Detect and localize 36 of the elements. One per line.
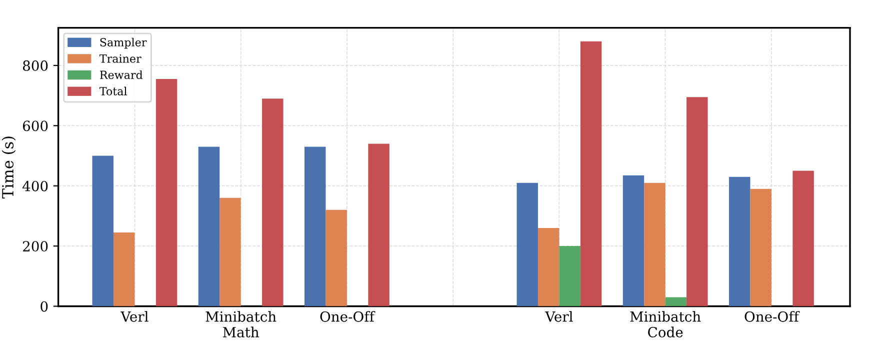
bar bbox=[538, 228, 560, 306]
y-tick-label: 400 bbox=[22, 180, 48, 192]
y-tick-label: 600 bbox=[22, 120, 48, 132]
y-tick-label: 800 bbox=[22, 60, 48, 71]
x-tick-label: Minibatch Code bbox=[630, 311, 701, 338]
legend-label: Trainer bbox=[100, 54, 142, 63]
bar bbox=[750, 188, 772, 306]
bar bbox=[368, 144, 390, 306]
bar bbox=[304, 146, 326, 306]
bar bbox=[198, 146, 220, 306]
y-tick-label: 0 bbox=[40, 301, 48, 312]
bar bbox=[326, 210, 347, 306]
x-tick-label: Minibatch Math bbox=[206, 311, 276, 338]
bar bbox=[686, 97, 708, 306]
legend-label: Sampler bbox=[100, 38, 147, 49]
bar bbox=[622, 175, 644, 306]
legend-label: Total bbox=[100, 86, 127, 96]
x-tick-label: Verl bbox=[545, 311, 573, 322]
x-tick-label: One-Off bbox=[744, 311, 800, 322]
bar bbox=[156, 79, 178, 306]
bar bbox=[262, 98, 284, 306]
x-tick-label: Verl bbox=[120, 311, 148, 322]
bar bbox=[792, 170, 814, 306]
bar bbox=[644, 182, 666, 306]
y-tick-label: 200 bbox=[23, 241, 48, 252]
x-tick-label: One-Off bbox=[320, 311, 376, 322]
bar bbox=[92, 156, 114, 306]
bar bbox=[665, 297, 687, 306]
bar bbox=[580, 41, 602, 306]
bar bbox=[729, 176, 750, 306]
y-axis-title: Time (s) bbox=[2, 136, 16, 198]
bar bbox=[559, 246, 580, 306]
bar bbox=[516, 182, 538, 306]
legend-label: Reward bbox=[100, 70, 143, 80]
bar bbox=[220, 198, 241, 306]
bar bbox=[113, 232, 135, 306]
